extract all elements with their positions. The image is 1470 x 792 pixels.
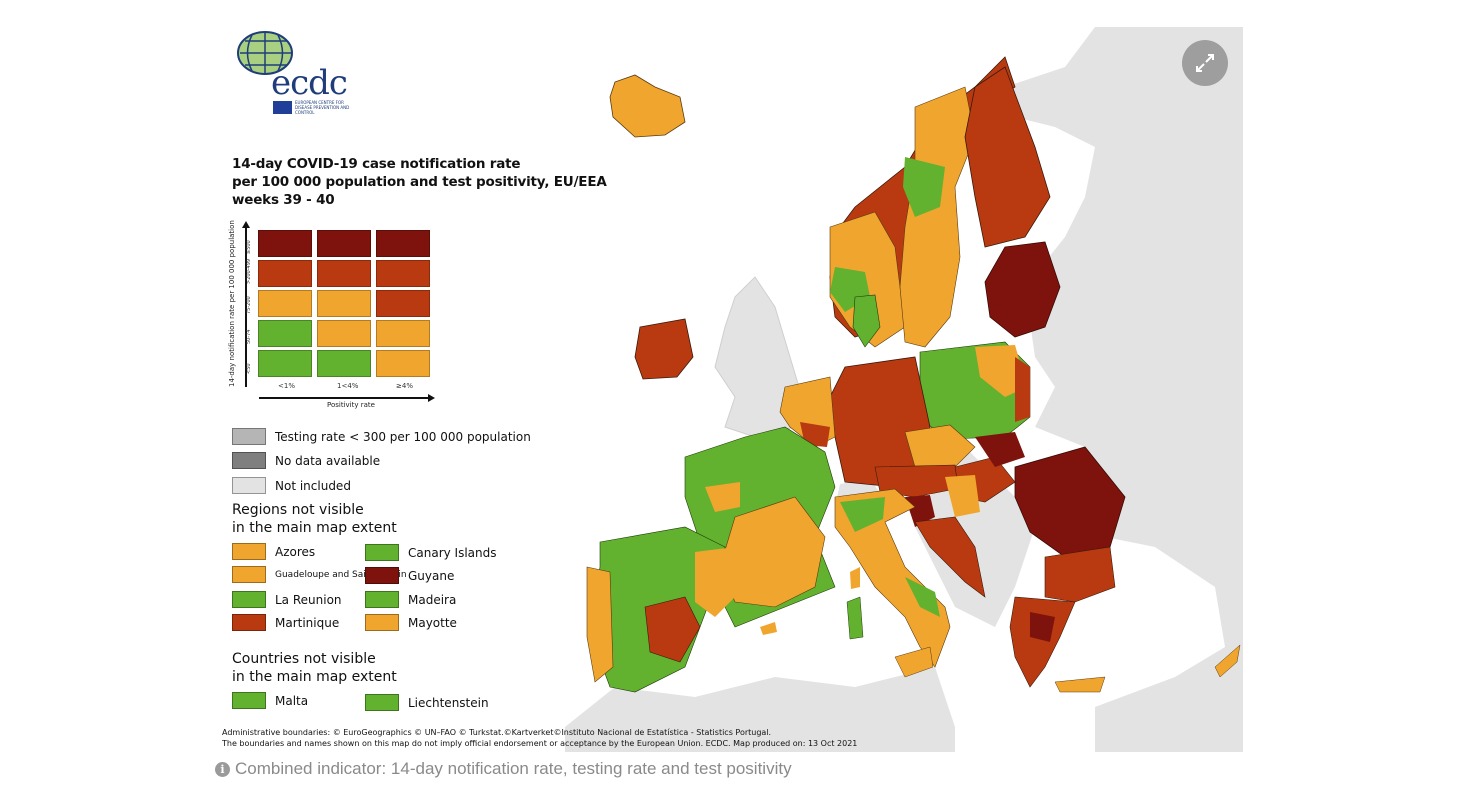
map-frame: ecdc EUROPEAN CENTRE FOR DISEASE PREVENT…	[215, 27, 1243, 752]
region-item: Guadeloupe and Saint Martin	[232, 566, 407, 583]
region-swatch	[232, 591, 266, 608]
matrix-row-label: 75-200	[246, 296, 252, 314]
regions-heading: Regions not visible in the main map exte…	[232, 501, 397, 537]
matrix-row-label: ≥500	[246, 240, 252, 254]
region-swatch	[365, 567, 399, 584]
region-swatch	[365, 591, 399, 608]
country-swatch	[232, 692, 266, 709]
credits-line-1: Administrative boundaries: © EuroGeograp…	[222, 728, 772, 737]
matrix-cell	[317, 320, 371, 347]
legend-label: Testing rate < 300 per 100 000 populatio…	[275, 429, 531, 444]
region-item: Canary Islands	[365, 544, 497, 561]
legend-no-data: No data available	[232, 452, 380, 469]
matrix-cell	[258, 320, 312, 347]
matrix-row-label: >200-499	[246, 258, 252, 284]
map-title: 14-day COVID-19 case notification rate p…	[232, 155, 607, 209]
matrix-cell	[258, 290, 312, 317]
matrix-row-label: 50-74	[246, 329, 252, 344]
x-axis-title: Positivity rate	[327, 401, 375, 409]
countries-heading-line-1: Countries not visible	[232, 651, 376, 667]
country-item: Liechtenstein	[365, 694, 489, 711]
legend-not-included: Not included	[232, 477, 351, 494]
region-label: La Reunion	[275, 592, 342, 607]
matrix-cell	[376, 350, 430, 377]
title-line-2: per 100 000 population and test positivi…	[232, 174, 607, 190]
swatch-no-data	[232, 452, 266, 469]
matrix-cell	[258, 230, 312, 257]
region-swatch	[232, 614, 266, 631]
y-axis-arrow	[242, 221, 249, 387]
title-line-3: weeks 39 - 40	[232, 192, 335, 208]
region-label: Madeira	[408, 592, 457, 607]
region-label: Martinique	[275, 615, 340, 630]
expand-arrows-icon	[1196, 54, 1214, 72]
matrix-column-label: <1%	[278, 382, 295, 390]
matrix-cell	[258, 260, 312, 287]
region-label: Azores	[275, 544, 316, 559]
region-swatch	[232, 566, 266, 583]
ecdc-logo: ecdc EUROPEAN CENTRE FOR DISEASE PREVENT…	[233, 29, 349, 119]
info-icon: i	[215, 761, 230, 777]
matrix-row-label: <50	[246, 363, 252, 374]
region-label: Mayotte	[408, 615, 457, 630]
swatch-not-included	[232, 477, 266, 494]
region-label: Guyane	[408, 568, 455, 583]
title-line-1: 14-day COVID-19 case notification rate	[232, 156, 521, 172]
country-swatch	[365, 694, 399, 711]
caption-text: Combined indicator: 14-day notification …	[235, 759, 792, 778]
matrix-column-label: 1<4%	[337, 382, 359, 390]
country-label: Malta	[275, 693, 309, 708]
matrix-column-label: ≥4%	[396, 382, 413, 390]
matrix-cell	[317, 230, 371, 257]
credits-line-2: The boundaries and names shown on this m…	[222, 739, 858, 748]
region-item: Mayotte	[365, 614, 457, 631]
globe-icon	[237, 31, 293, 75]
region-item: La Reunion	[232, 591, 342, 608]
matrix-cell	[258, 350, 312, 377]
region-swatch	[365, 614, 399, 631]
eu-flag-icon	[273, 101, 292, 114]
x-axis-arrow	[259, 394, 435, 401]
region-label: Canary Islands	[408, 545, 497, 560]
region-item: Guyane	[365, 567, 454, 584]
logo-text: ecdc	[271, 63, 348, 103]
country-item: Malta	[232, 692, 308, 709]
countries-heading: Countries not visible in the main map ex…	[232, 650, 397, 686]
regions-heading-line-1: Regions not visible	[232, 502, 364, 518]
region-item: Madeira	[365, 591, 456, 608]
swatch-testing-low	[232, 428, 266, 445]
country-label: Liechtenstein	[408, 695, 489, 710]
matrix-cell	[376, 290, 430, 317]
matrix-cell	[317, 260, 371, 287]
matrix-cell	[376, 320, 430, 347]
region-label: Guadeloupe and Saint Martin	[275, 569, 407, 580]
matrix-cell	[317, 290, 371, 317]
region-item: Martinique	[232, 614, 339, 631]
legend-label: Not included	[275, 478, 351, 493]
y-axis-title: 14-day notification rate per 100 000 pop…	[228, 220, 236, 387]
region-swatch	[365, 544, 399, 561]
map-credits: Administrative boundaries: © EuroGeograp…	[222, 727, 857, 749]
expand-button[interactable]	[1182, 40, 1228, 86]
europe-map[interactable]	[215, 27, 1243, 752]
legend-testing-low: Testing rate < 300 per 100 000 populatio…	[232, 428, 531, 445]
logo-subtitle: EUROPEAN CENTRE FOR DISEASE PREVENTION A…	[295, 100, 350, 115]
matrix-cell	[317, 350, 371, 377]
legend-label: No data available	[275, 453, 381, 468]
region-item: Azores	[232, 543, 315, 560]
countries-heading-line-2: in the main map extent	[232, 669, 397, 685]
matrix-cell	[376, 260, 430, 287]
figure-caption: i Combined indicator: 14-day notificatio…	[215, 759, 792, 779]
matrix-cell	[376, 230, 430, 257]
regions-heading-line-2: in the main map extent	[232, 520, 397, 536]
region-swatch	[232, 543, 266, 560]
